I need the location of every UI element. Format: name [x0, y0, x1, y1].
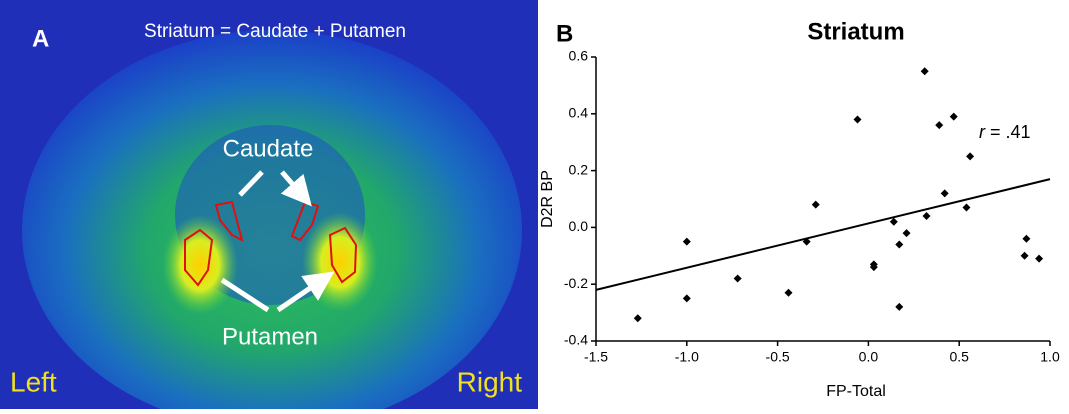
point: [950, 113, 958, 121]
x-tick-label: -0.5: [766, 349, 790, 365]
point: [966, 152, 974, 160]
point: [921, 67, 929, 75]
hot-spot: [302, 212, 378, 312]
figure: A Striatum = Caudate + Putamen Caudate P…: [0, 0, 1069, 409]
panel-title: Striatum = Caudate + Putamen: [144, 21, 406, 42]
point: [683, 294, 691, 302]
point: [895, 303, 903, 311]
point: [734, 275, 742, 283]
x-tick-label: 0.0: [859, 349, 879, 365]
point: [895, 240, 903, 248]
fit-line: [596, 179, 1050, 290]
y-tick-label: 0.6: [569, 48, 589, 64]
x-tick-label: -1.0: [675, 349, 699, 365]
label-right: Right: [457, 366, 523, 397]
y-axis-label: D2R BP: [539, 170, 556, 228]
point: [634, 314, 642, 322]
point: [784, 289, 792, 297]
annotation-value: = .41: [990, 122, 1031, 142]
point: [935, 121, 943, 129]
point: [962, 204, 970, 212]
label-putamen: Putamen: [222, 323, 318, 350]
point: [923, 212, 931, 220]
panel-letter: B: [556, 20, 573, 47]
x-tick-label: -1.5: [584, 349, 608, 365]
y-tick-label: 0.0: [569, 218, 589, 234]
point: [683, 238, 691, 246]
point: [903, 229, 911, 237]
x-tick-label: 1.0: [1040, 349, 1060, 365]
y-tick-label: -0.2: [564, 275, 588, 291]
panel-a: A Striatum = Caudate + Putamen Caudate P…: [0, 0, 538, 409]
panel-letter: A: [32, 25, 49, 52]
y-tick-label: 0.2: [569, 161, 589, 177]
chart-title: Striatum: [807, 18, 904, 45]
point: [812, 201, 820, 209]
point: [1022, 235, 1030, 243]
y-tick-label: 0.4: [569, 105, 589, 121]
label-caudate: Caudate: [223, 135, 314, 162]
point: [854, 115, 862, 123]
x-axis-label: FP-Total: [826, 383, 886, 400]
label-left: Left: [10, 366, 57, 397]
page: {"panel_a": {"letter": "A", "title": "St…: [0, 0, 1069, 409]
point: [1021, 252, 1029, 260]
y-tick-label: -0.4: [564, 332, 588, 348]
x-tick-label: 0.5: [949, 349, 969, 365]
point: [941, 189, 949, 197]
point: [1035, 255, 1043, 263]
annotation-symbol: r: [979, 122, 986, 142]
